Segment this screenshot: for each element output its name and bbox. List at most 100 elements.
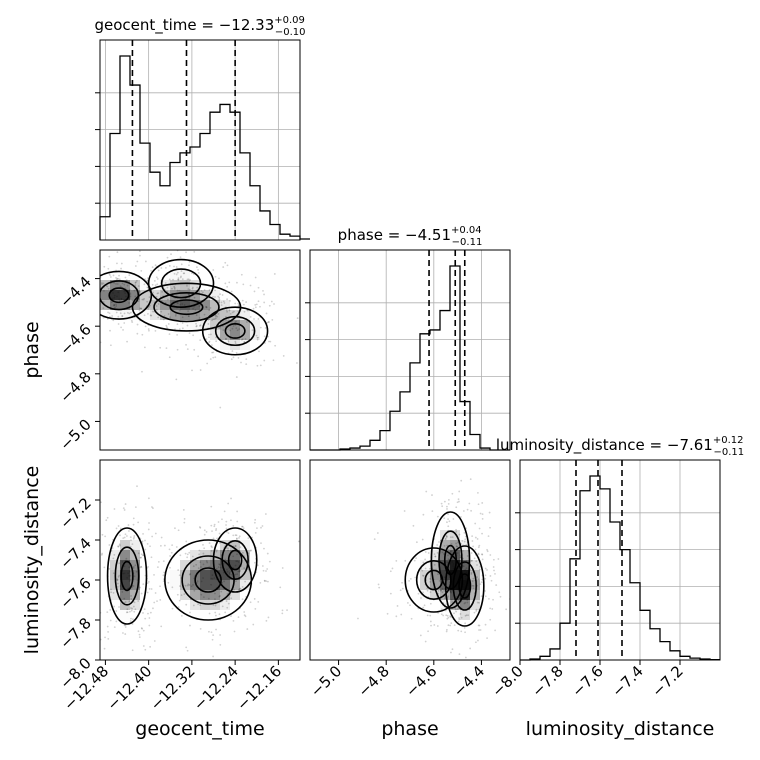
scatter-point <box>144 278 147 281</box>
scatter-point <box>211 344 213 347</box>
scatter-point <box>203 313 206 316</box>
scatter-point <box>258 350 260 353</box>
scatter-point <box>472 587 475 590</box>
scatter-point <box>111 547 114 550</box>
density-cell <box>130 580 140 590</box>
scatter-point <box>257 318 260 320</box>
scatter-point <box>268 560 271 563</box>
scatter-point <box>478 544 481 547</box>
y-tick-label: −7.4 <box>56 534 94 572</box>
scatter-point <box>274 344 277 347</box>
scatter-point <box>124 276 127 279</box>
scatter-point <box>486 637 488 640</box>
scatter-point <box>181 322 184 324</box>
scatter-point <box>227 502 230 505</box>
scatter-point <box>449 536 452 539</box>
density-cell <box>200 580 210 590</box>
scatter-point <box>113 553 116 556</box>
density-cell <box>220 570 230 580</box>
scatter-point <box>236 329 239 332</box>
x-tick-label: −8.0 <box>488 662 526 700</box>
scatter-point <box>163 315 166 317</box>
scatter-point <box>448 520 451 523</box>
scatter-point <box>208 565 211 568</box>
scatter-point <box>205 560 208 562</box>
scatter-point <box>244 580 246 583</box>
scatter-point <box>193 250 196 253</box>
scatter-point <box>183 518 186 520</box>
scatter-point <box>489 607 492 610</box>
density-cell <box>120 560 130 570</box>
scatter-point <box>447 525 450 528</box>
scatter-point <box>455 530 458 533</box>
scatter-point <box>263 580 266 582</box>
scatter-point <box>409 604 411 607</box>
scatter-point <box>205 306 208 309</box>
scatter-point <box>102 247 104 249</box>
scatter-point <box>214 598 216 601</box>
scatter-point <box>183 593 186 596</box>
scatter-point <box>447 616 450 619</box>
density-cell <box>240 320 250 330</box>
density-cell <box>460 600 470 610</box>
scatter-point <box>171 287 173 290</box>
scatter-point <box>123 283 126 286</box>
scatter-point <box>156 283 159 286</box>
scatter-point <box>256 364 259 367</box>
scatter-point <box>189 611 191 614</box>
scatter-point <box>253 598 256 600</box>
scatter-point <box>103 647 106 650</box>
density-cell <box>180 590 190 600</box>
density-cell <box>120 610 130 620</box>
scatter-point <box>255 303 258 306</box>
scatter-point <box>242 527 245 530</box>
density-cell <box>160 310 170 320</box>
density-cell <box>170 290 180 300</box>
scatter-point <box>456 608 459 611</box>
scatter-point <box>151 506 153 508</box>
scatter-point <box>195 325 198 328</box>
x-tick-label: −4.6 <box>402 662 440 700</box>
scatter-point <box>175 546 178 548</box>
scatter-point <box>249 601 252 604</box>
scatter-point <box>164 282 167 284</box>
scatter-point <box>229 329 232 332</box>
scatter-point <box>125 279 128 282</box>
scatter-point <box>106 625 109 628</box>
scatter-point <box>464 631 466 634</box>
scatter-point <box>422 574 424 577</box>
scatter-point <box>266 568 269 570</box>
density-cell <box>220 540 230 550</box>
scatter-point <box>146 591 149 594</box>
scatter-point <box>438 541 440 543</box>
scatter-point <box>443 589 446 592</box>
scatter-point <box>107 631 109 633</box>
title-main: geocent_time = −12.33 <box>94 16 274 35</box>
scatter-point <box>231 350 234 352</box>
scatter-point <box>489 575 492 577</box>
y-tick-label: −7.6 <box>56 574 94 612</box>
scatter-point <box>234 545 237 548</box>
scatter-point <box>141 540 144 543</box>
density-cell <box>470 580 480 590</box>
scatter-point <box>173 265 175 268</box>
scatter-point <box>218 277 220 280</box>
scatter-point <box>165 347 168 350</box>
scatter-point <box>227 549 229 552</box>
scatter-point <box>134 282 137 284</box>
density-cell <box>200 570 210 580</box>
scatter-point <box>180 614 183 617</box>
scatter-point <box>221 518 223 521</box>
scatter-point <box>117 545 120 547</box>
scatter-point <box>126 608 129 611</box>
scatter-point <box>243 310 246 313</box>
scatter-point <box>497 558 500 560</box>
scatter-point <box>193 589 196 592</box>
scatter-point <box>244 338 247 340</box>
marks-layer <box>99 40 720 661</box>
scatter-point <box>95 279 97 281</box>
scatter-point <box>129 620 132 622</box>
scatter-point <box>434 555 437 558</box>
density-cell <box>220 550 230 560</box>
scatter-point <box>222 300 225 303</box>
